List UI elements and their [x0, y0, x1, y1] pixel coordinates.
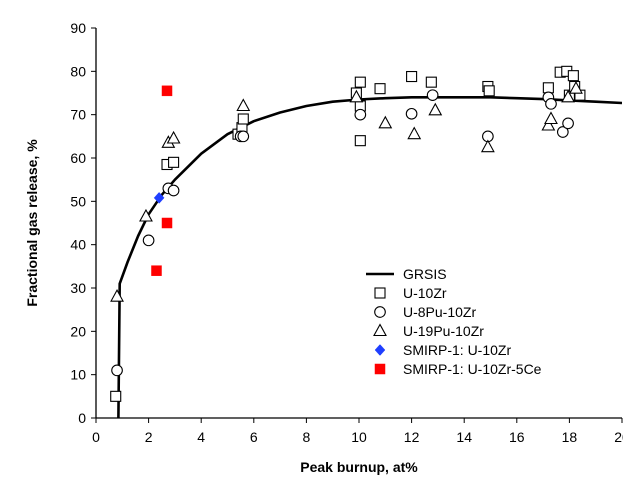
y-axis-title: Fractional gas release, % [24, 139, 40, 307]
legend-swatch-smirp-1-u-10zr-5ce [374, 363, 386, 375]
data-point-u-8pu-10zr [545, 97, 557, 110]
legend-swatch-smirp-1-u-10zr [374, 344, 386, 356]
data-point-u-19pu-10zr [407, 126, 422, 140]
data-point-u-19pu-10zr [480, 139, 495, 153]
data-point-u-19pu-10zr [139, 208, 153, 222]
x-tick-label: 0 [92, 429, 100, 445]
data-point-u-10zr [110, 390, 122, 402]
y-tick-label: 90 [70, 20, 86, 36]
legend: GRSIS U-10Zr U-8Pu-10Zr U-19Pu-10Zr SMIRP-1:… [366, 266, 542, 377]
legend-label-smirp-1-u-10zr: SMIRP-1: U-10Zr [403, 342, 511, 358]
y-tick-label: 0 [78, 410, 86, 426]
data-point-u-10zr [406, 70, 418, 83]
x-tick-label: 20 [614, 429, 623, 445]
x-axis-title: Peak burnup, at% [300, 459, 418, 475]
legend-swatch-u-10zr [374, 287, 386, 299]
x-tick-label: 2 [145, 429, 153, 445]
data-point-u-10zr [374, 83, 386, 95]
legend-label-u-8pu-10zr: U-8Pu-10Zr [403, 304, 476, 320]
data-point-u-8pu-10zr [556, 126, 569, 138]
data-point-u-19pu-10zr [110, 289, 124, 302]
data-point-smirp-1-u-10zr-5ce [151, 265, 162, 276]
data-point-u-10zr [542, 82, 554, 94]
x-tick-label: 10 [351, 429, 367, 445]
legend-label-u-19pu-10zr: U-19Pu-10Zr [403, 323, 484, 339]
data-point-u-10zr [168, 156, 180, 168]
y-tick-label: 30 [70, 280, 86, 296]
data-point-smirp-1-u-10zr-5ce [161, 85, 173, 97]
data-point-u-19pu-10zr [541, 117, 556, 131]
data-point-u-19pu-10zr [569, 81, 583, 94]
series-line-grsis [117, 96, 622, 418]
legend-label-u-10zr: U-10Zr [403, 285, 447, 301]
x-tick-label: 8 [303, 429, 311, 445]
legend-label-smirp-1-u-10zr-5ce: SMIRP-1: U-10Zr-5Ce [403, 361, 542, 377]
y-tick-label: 80 [70, 63, 86, 79]
y-tick-label: 40 [70, 237, 86, 253]
data-point-u-10zr [237, 113, 249, 125]
data-point-u-10zr [425, 76, 437, 88]
data-point-u-8pu-10zr [405, 107, 418, 120]
data-point-u-19pu-10zr [561, 89, 576, 103]
y-tick-label: 60 [70, 150, 86, 166]
y-tick-label: 20 [70, 323, 86, 339]
x-tick-label: 18 [562, 429, 578, 445]
data-point-u-8pu-10zr [562, 117, 574, 130]
data-point-u-19pu-10zr [166, 130, 181, 144]
data-point-u-8pu-10zr [237, 130, 250, 143]
data-point-u-8pu-10zr [142, 234, 155, 247]
y-tick-label: 50 [70, 193, 86, 209]
legend-swatch-u-19pu-10zr [373, 323, 387, 337]
y-tick-label: 10 [70, 367, 86, 383]
data-point-u-19pu-10zr [428, 102, 443, 116]
data-point-smirp-1-u-10zr [153, 191, 165, 204]
data-point-u-19pu-10zr [544, 111, 558, 125]
x-tick-label: 4 [197, 429, 205, 445]
x-tick-label: 6 [250, 429, 258, 445]
x-tick-label: 14 [456, 429, 472, 445]
data-point-u-8pu-10zr [167, 184, 180, 197]
x-tick-label: 12 [404, 429, 420, 445]
data-point-u-10zr [483, 85, 495, 97]
data-point-u-19pu-10zr [349, 89, 364, 103]
data-point-u-10zr [354, 135, 366, 147]
data-point-u-10zr [354, 76, 366, 88]
data-point-u-19pu-10zr [378, 115, 393, 129]
data-point-u-8pu-10zr [354, 108, 367, 121]
legend-swatch-u-8pu-10zr [374, 306, 386, 318]
data-point-u-19pu-10zr [236, 98, 251, 112]
legend-label-grsis: GRSIS [403, 266, 447, 282]
data-point-u-8pu-10zr [111, 364, 123, 377]
x-tick-label: 16 [509, 429, 525, 445]
y-tick-label: 70 [70, 107, 86, 123]
data-point-smirp-1-u-10zr-5ce [161, 217, 173, 229]
data-point-u-8pu-10zr [426, 89, 439, 102]
data-point-u-10zr [567, 70, 579, 82]
